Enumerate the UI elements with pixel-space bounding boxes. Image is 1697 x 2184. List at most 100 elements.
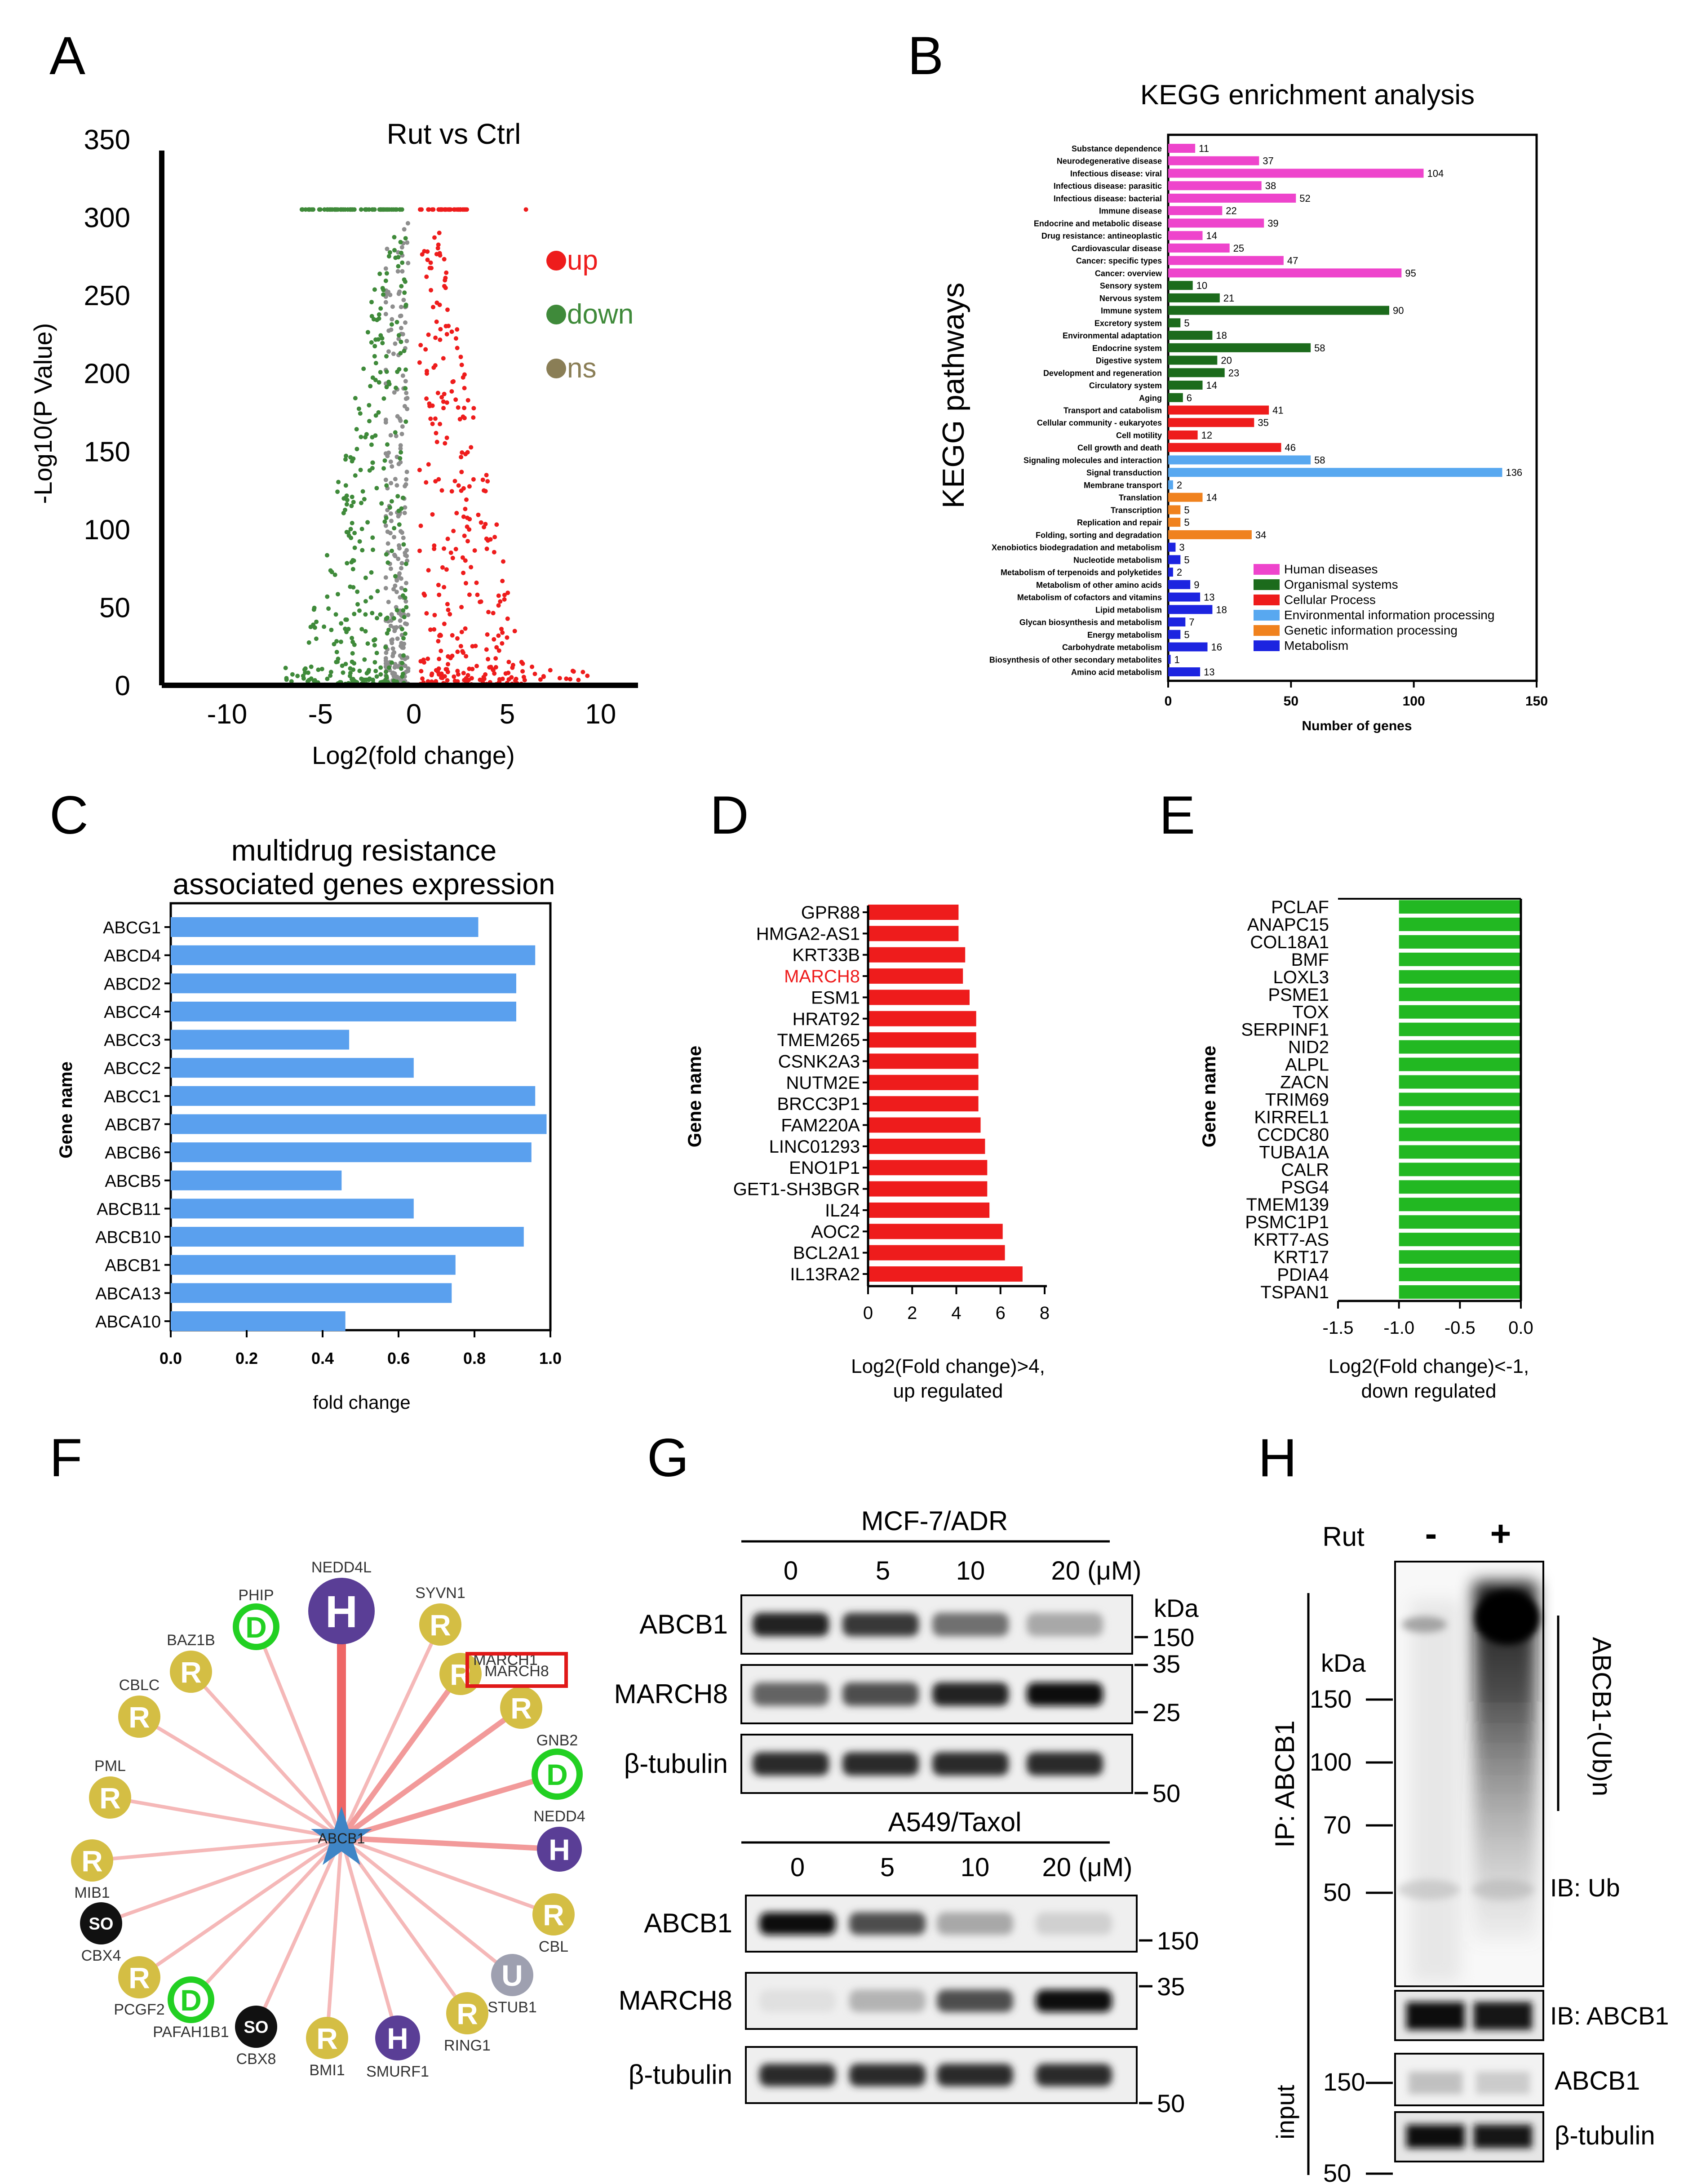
panel-letter-h: H	[1258, 1428, 1297, 1488]
volcano-point	[344, 502, 349, 507]
network-node	[532, 1749, 583, 1800]
volcano-point	[450, 653, 455, 658]
volcano-point	[381, 396, 386, 401]
kegg-category-label: Energy metabolism	[1087, 630, 1162, 639]
network-node-letter: R	[128, 1961, 150, 1994]
volcano-point	[325, 553, 329, 558]
network-node	[375, 2015, 420, 2060]
volcano-point	[452, 674, 456, 679]
volcano-point	[373, 337, 378, 342]
volcano-point	[359, 435, 363, 439]
volcano-point	[400, 332, 405, 337]
volcano-point	[449, 389, 454, 394]
network-edge	[138, 1836, 343, 1979]
volcano-point	[461, 414, 465, 419]
volcano-point	[480, 477, 485, 482]
kegg-value-label: 21	[1223, 293, 1234, 304]
volcano-point	[395, 494, 400, 499]
volcano-point	[403, 588, 408, 593]
down-x-tick: -1.0	[1383, 1318, 1414, 1338]
kegg-category-label: Development and regeneration	[1043, 368, 1162, 377]
volcano-point	[341, 496, 346, 501]
volcano-point	[425, 371, 429, 376]
volcano-point	[406, 669, 411, 673]
kegg-bar	[1168, 169, 1424, 178]
volcano-point	[402, 404, 407, 408]
volcano-point	[369, 442, 374, 447]
network-node	[233, 1603, 279, 1650]
kegg-category-label: Drug resistance: antineoplastic	[1041, 231, 1162, 240]
volcano-point	[328, 207, 333, 212]
kegg-bar	[1168, 293, 1220, 302]
down-bar	[1399, 1198, 1521, 1212]
network-node	[170, 1651, 212, 1693]
network-node-label: STUB1	[487, 1999, 537, 2016]
mdr-bar	[171, 1227, 524, 1247]
up-gene-label: TMEM265	[777, 1030, 860, 1050]
network-edge	[190, 1837, 343, 2001]
up-y-label: Gene name	[684, 1046, 705, 1147]
volcano-point	[386, 379, 391, 384]
kegg-bar	[1168, 281, 1193, 290]
volcano-point	[378, 672, 383, 677]
up-bar	[868, 1011, 976, 1026]
volcano-point	[369, 340, 374, 345]
volcano-point	[353, 396, 358, 400]
volcano-point	[401, 636, 406, 641]
volcano-point	[393, 255, 398, 260]
volcano-point	[388, 531, 393, 536]
mdr-gene-label: ABCC3	[104, 1031, 161, 1050]
kegg-category-label: Xenobiotics biodegradation and metabolis…	[992, 543, 1162, 552]
mdr-gene-label: ABCC4	[104, 1003, 161, 1022]
ip-label: IP: ABCB1	[1270, 1720, 1300, 1847]
down-bar	[1399, 1075, 1521, 1089]
volcano-point	[290, 672, 295, 677]
input-marker-150: 150	[1323, 2068, 1365, 2096]
volcano-point	[403, 367, 408, 372]
volcano-point	[429, 673, 434, 678]
volcano-point	[329, 627, 334, 632]
volcano-point	[352, 612, 357, 617]
network-node-letter: D	[180, 1984, 202, 2017]
down-x-tick: -0.5	[1444, 1318, 1475, 1338]
kegg-y-label: KEGG pathways	[936, 283, 970, 509]
up-gene-label: MARCH8	[784, 967, 860, 986]
down-bars: PCLAFANAPC15COL18A1BMFLOXL3PSME1TOXSERPI…	[1241, 897, 1521, 1302]
volcano-point	[460, 555, 465, 560]
volcano-point	[434, 679, 439, 684]
volcano-point	[464, 654, 469, 659]
volcano-point	[375, 589, 380, 594]
kegg-legend-label: Environmental information processing	[1284, 608, 1494, 622]
network-node-letter: R	[128, 1700, 150, 1734]
volcano-point	[384, 515, 389, 520]
volcano-point	[306, 678, 311, 683]
kegg-legend-swatch	[1254, 595, 1280, 605]
network-node-letter: R	[510, 1691, 532, 1725]
volcano-point	[444, 435, 449, 440]
blot-band	[753, 1613, 829, 1636]
kegg-bar	[1168, 381, 1203, 390]
volcano-y-tick: 250	[84, 280, 130, 311]
volcano-point	[395, 269, 400, 274]
volcano-point	[424, 396, 429, 401]
volcano-point	[372, 660, 377, 665]
volcano-point	[394, 590, 399, 595]
input-abcb1-label: ABCB1	[1555, 2066, 1640, 2095]
march8-highlight-box	[465, 1652, 568, 1688]
volcano-point	[381, 292, 385, 297]
volcano-point	[308, 625, 313, 630]
volcano-point	[383, 658, 388, 663]
volcano-point	[396, 462, 401, 466]
volcano-point	[374, 674, 379, 679]
volcano-point	[433, 416, 438, 421]
blot-band	[849, 1989, 926, 2012]
volcano-point	[520, 669, 525, 674]
up-gene-label: LINC01293	[769, 1137, 860, 1157]
up-bar	[868, 1202, 990, 1218]
volcano-point	[385, 560, 390, 565]
up-gene-label: BRCC3P1	[777, 1094, 860, 1114]
western-blot-g: MCF-7/ADR 0 5 10 20 (μM) kDa ABCB1 MARCH8…	[614, 1506, 1199, 2117]
